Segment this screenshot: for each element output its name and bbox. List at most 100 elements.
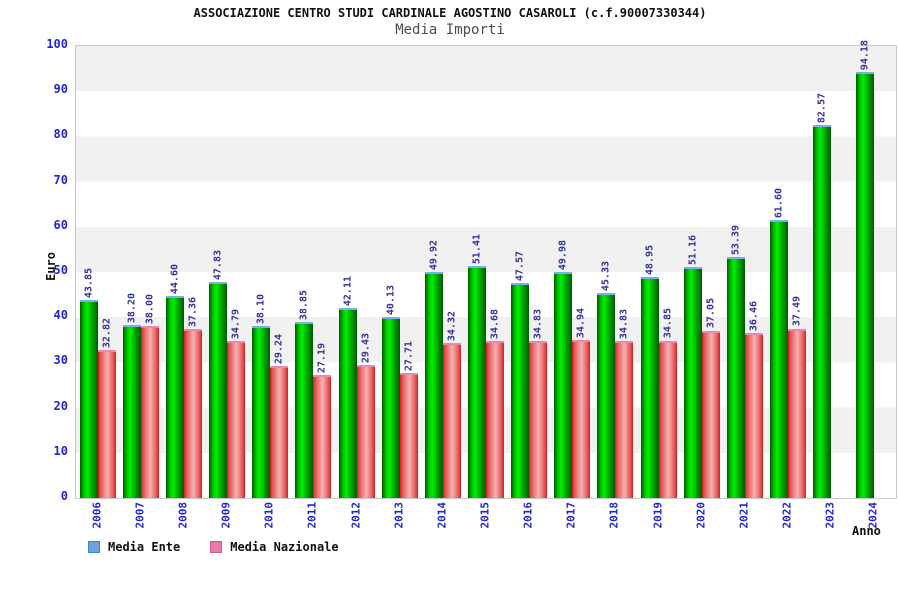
x-tick-label: 2023 [823, 502, 837, 529]
bar-value-label: 42.11 [342, 275, 354, 306]
bar-media-nazionale: 34.83 [529, 309, 548, 498]
bar-value-label: 27.71 [403, 340, 415, 371]
x-tick-label: 2015 [478, 502, 492, 529]
bar-media-ente: 49.98 [554, 240, 573, 498]
bar-value-label: 34.83 [618, 308, 630, 339]
x-tick-label: 2009 [219, 502, 233, 529]
bar-group: 61.60 37.49 [767, 46, 810, 498]
bar-group: 49.98 34.94 [551, 46, 594, 498]
plot-area: 43.85 32.82 38.20 38.00 44.60 37.36 47.83 34.79… [75, 40, 897, 499]
x-tick-label: 2008 [176, 502, 190, 529]
bar-media-nazionale: 37.05 [701, 298, 720, 498]
bar-value-label: 34.79 [230, 308, 242, 339]
y-tick-label: 60 [53, 217, 68, 232]
x-tick-label: 2021 [737, 502, 751, 529]
bar-media-ente: 82.57 [813, 93, 832, 498]
bar-group: 53.39 36.46 [723, 46, 766, 498]
bar-media-ente: 48.95 [640, 245, 659, 498]
bar-value-label: 34.68 [489, 309, 501, 340]
y-tick-label: 90 [53, 82, 68, 97]
bar-media-ente: 47.57 [511, 251, 530, 498]
bar-media-ente: 38.85 [295, 290, 314, 498]
bar-value-label: 51.41 [471, 233, 483, 264]
bar-media-nazionale: 29.43 [356, 333, 375, 498]
y-tick-label: 0 [60, 489, 68, 503]
legend-label-media-nazionale: Media Nazionale [230, 540, 339, 554]
y-tick-label: 80 [53, 127, 68, 142]
bar-value-label: 47.83 [212, 249, 224, 280]
bar-value-label: 29.43 [360, 332, 372, 363]
y-tick-label: 40 [53, 308, 68, 323]
bar-value-label: 38.00 [144, 294, 156, 325]
bar-media-nazionale: 29.24 [270, 334, 289, 498]
bar-value-label: 37.49 [791, 296, 803, 327]
bar-value-label: 44.60 [169, 264, 181, 295]
bar-value-label: 49.98 [557, 240, 569, 271]
bar-media-ente: 94.18 [856, 40, 875, 498]
bar-media-ente: 43.85 [79, 268, 98, 498]
bar-group: 38.20 38.00 [119, 46, 162, 498]
bar-value-label: 53.39 [730, 224, 742, 255]
y-tick-label: 50 [53, 263, 68, 277]
x-tick-label: 2010 [262, 502, 276, 529]
bar-media-ente: 38.10 [252, 294, 271, 498]
y-tick-label: 20 [53, 398, 68, 413]
bar-value-label: 34.94 [575, 308, 587, 339]
x-tick-label: 2022 [780, 502, 794, 529]
bar-media-nazionale: 27.19 [313, 343, 332, 498]
bar-group: 51.41 34.68 [464, 46, 507, 498]
bar-media-ente: 47.83 [209, 250, 228, 498]
bar-group: 48.95 34.85 [637, 46, 680, 498]
x-tick-label: 2013 [392, 502, 406, 529]
chart-title: ASSOCIAZIONE CENTRO STUDI CARDINALE AGOS… [193, 6, 707, 20]
bar-value-label: 51.16 [687, 234, 699, 265]
y-tick-label: 10 [53, 443, 68, 458]
bar-value-label: 34.83 [532, 308, 544, 339]
x-tick-label: 2019 [651, 502, 665, 529]
bar-group: 82.57 [810, 46, 853, 498]
bar-value-label: 43.85 [83, 267, 95, 298]
x-axis-title: Anno [852, 524, 881, 538]
bar-group: 47.57 34.83 [508, 46, 551, 498]
bar-media-ente: 44.60 [165, 264, 184, 498]
bar-media-nazionale: 36.46 [744, 301, 763, 498]
bar-media-ente: 49.92 [424, 240, 443, 498]
bar-value-label: 94.18 [859, 40, 871, 71]
y-tick-label: 100 [46, 37, 68, 51]
bar-media-nazionale: 27.71 [399, 341, 418, 498]
x-tick-label: 2012 [349, 502, 363, 529]
legend: Media Ente Media Nazionale [88, 540, 339, 554]
x-tick-label: 2018 [607, 502, 621, 529]
bar-media-ente: 42.11 [338, 276, 357, 498]
bar-media-nazionale: 37.49 [788, 296, 807, 498]
bar-group: 42.11 29.43 [335, 46, 378, 498]
bar-value-label: 27.19 [316, 343, 328, 374]
bar-value-label: 34.85 [662, 308, 674, 339]
bar-media-ente: 51.41 [467, 234, 486, 498]
legend-swatch-media-nazionale [210, 541, 223, 553]
legend-swatch-media-ente [88, 541, 100, 553]
bar-media-ente: 61.60 [770, 188, 789, 498]
bar-media-nazionale: 34.32 [442, 311, 461, 498]
y-tick-label: 30 [53, 353, 68, 368]
bar-media-ente: 45.33 [597, 261, 616, 498]
bar-value-label: 29.24 [273, 333, 285, 364]
bar-group: 38.10 29.24 [249, 46, 292, 498]
bar-value-label: 82.57 [816, 92, 828, 123]
bar-group: 51.16 37.05 [680, 46, 723, 498]
x-tick-label: 2020 [694, 502, 708, 529]
bar-media-ente: 53.39 [726, 225, 745, 498]
bar-value-label: 37.05 [705, 298, 717, 329]
x-tick-label: 2017 [564, 502, 578, 529]
bar-value-label: 38.10 [255, 293, 267, 324]
bar-group: 44.60 37.36 [162, 46, 205, 498]
bar-group: 49.92 34.32 [421, 46, 464, 498]
bar-value-label: 36.46 [748, 301, 760, 332]
chart-subtitle: Media Importi [395, 22, 505, 38]
x-tick-label: 2014 [435, 502, 449, 529]
bar-media-ente: 38.20 [122, 293, 141, 498]
bar-group: 94.18 [853, 40, 896, 498]
bar-media-nazionale: 34.83 [615, 309, 634, 498]
bar-media-nazionale: 34.94 [572, 308, 591, 498]
bar-value-label: 40.13 [385, 284, 397, 315]
